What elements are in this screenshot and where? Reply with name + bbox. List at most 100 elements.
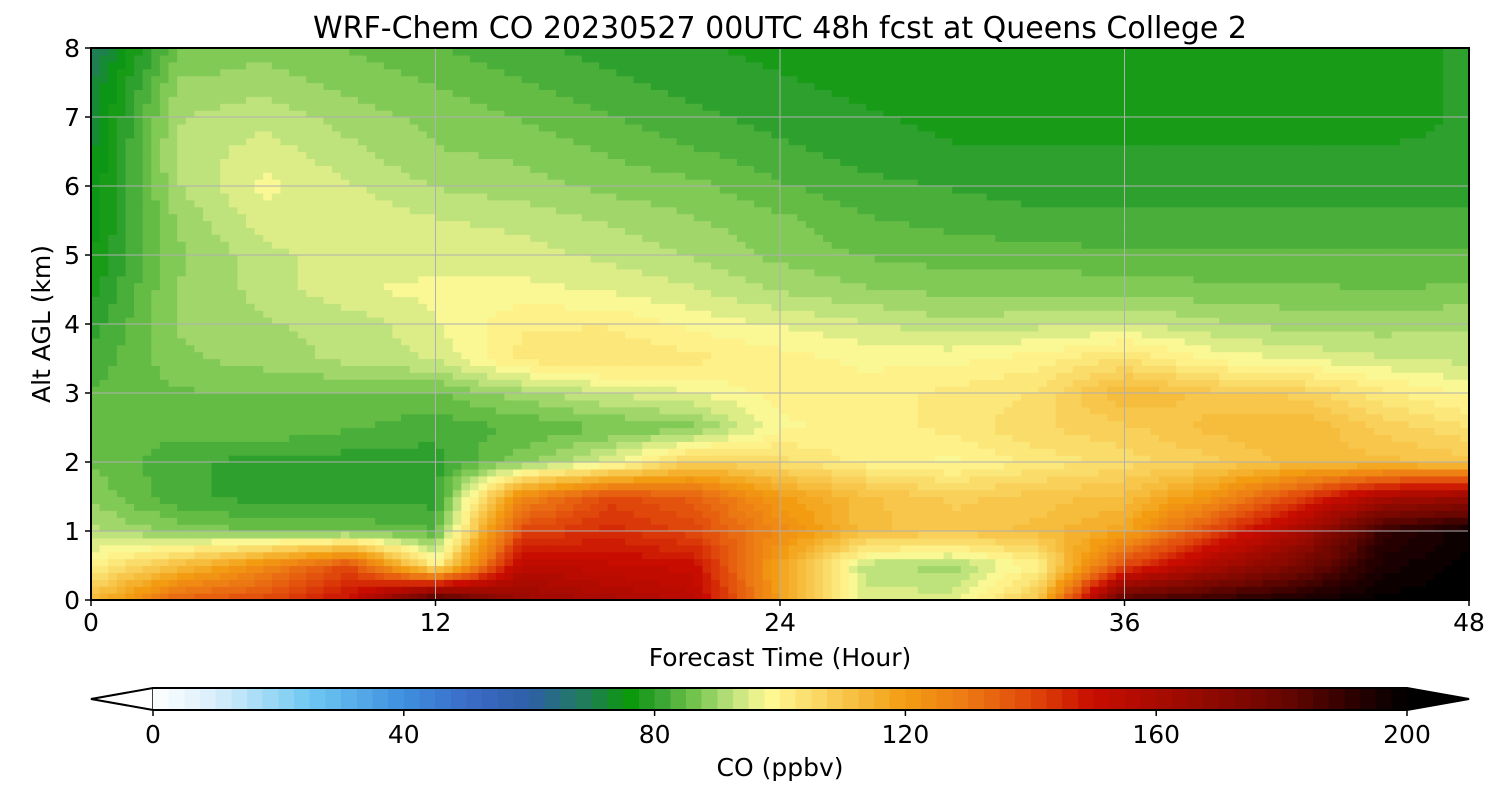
heatmap-cell bbox=[599, 496, 609, 504]
heatmap-cell bbox=[99, 496, 109, 504]
heatmap-cell bbox=[797, 551, 807, 560]
heatmap-cell bbox=[220, 441, 230, 449]
heatmap-cell bbox=[142, 386, 152, 394]
heatmap-cell bbox=[1167, 586, 1177, 594]
heatmap-cell bbox=[1417, 593, 1427, 600]
heatmap-cell bbox=[452, 510, 462, 518]
heatmap-cell bbox=[392, 565, 402, 573]
heatmap-cell bbox=[814, 503, 824, 511]
heatmap-cell bbox=[823, 496, 833, 504]
heatmap-cell bbox=[538, 393, 549, 401]
heatmap-cell bbox=[1081, 496, 1091, 504]
heatmap-cell bbox=[1400, 586, 1410, 594]
heatmap-cell bbox=[538, 510, 549, 518]
heatmap-cell bbox=[1262, 572, 1272, 580]
heatmap-cell bbox=[831, 420, 841, 429]
heatmap-cell bbox=[909, 579, 919, 587]
heatmap-cell bbox=[289, 517, 299, 525]
heatmap-cell bbox=[891, 496, 902, 504]
heatmap-cell bbox=[1003, 593, 1014, 600]
heatmap-cell bbox=[814, 537, 824, 546]
heatmap-cell bbox=[99, 434, 109, 442]
heatmap-cell bbox=[986, 448, 996, 456]
heatmap-cell bbox=[108, 510, 118, 518]
heatmap-cell bbox=[220, 565, 230, 573]
heatmap-cell bbox=[142, 537, 152, 546]
heatmap-cell bbox=[960, 579, 971, 587]
heatmap-cell bbox=[366, 503, 376, 511]
heatmap-cell bbox=[538, 462, 549, 470]
heatmap-cell bbox=[401, 579, 411, 587]
heatmap-cell bbox=[1021, 565, 1031, 573]
heatmap-cell bbox=[383, 586, 394, 594]
heatmap-cell bbox=[1279, 386, 1289, 394]
heatmap-cell bbox=[900, 489, 910, 498]
heatmap-cell bbox=[1236, 593, 1246, 600]
heatmap-cell bbox=[607, 489, 617, 498]
heatmap-cell bbox=[685, 434, 695, 442]
heatmap-cell bbox=[926, 503, 936, 511]
heatmap-cell bbox=[1176, 434, 1186, 442]
heatmap-cell bbox=[676, 551, 686, 560]
heatmap-cell bbox=[969, 475, 979, 484]
heatmap-cell bbox=[814, 586, 824, 594]
heatmap-cell bbox=[1451, 586, 1461, 594]
heatmap-cell bbox=[848, 434, 859, 442]
heatmap-cell bbox=[151, 379, 161, 387]
heatmap-cell bbox=[1046, 558, 1057, 567]
heatmap-cell bbox=[995, 406, 1005, 415]
heatmap-cell bbox=[1253, 386, 1263, 394]
heatmap-cell bbox=[1236, 531, 1246, 539]
heatmap-cell bbox=[297, 593, 307, 600]
heatmap-cell bbox=[780, 524, 790, 532]
heatmap-cell bbox=[332, 517, 342, 525]
heatmap-cell bbox=[357, 551, 368, 560]
heatmap-cell bbox=[780, 531, 790, 539]
heatmap-cell bbox=[650, 420, 661, 429]
heatmap-cell bbox=[797, 537, 807, 546]
heatmap-cell bbox=[194, 496, 204, 504]
heatmap-cell bbox=[332, 586, 342, 594]
heatmap-cell bbox=[883, 434, 893, 442]
heatmap-cell bbox=[659, 496, 669, 504]
heatmap-cell bbox=[840, 572, 850, 580]
heatmap-cell bbox=[1055, 524, 1065, 532]
heatmap-cell bbox=[607, 455, 617, 463]
heatmap-cell bbox=[271, 496, 282, 504]
heatmap-cell bbox=[736, 434, 747, 442]
heatmap-cell bbox=[211, 593, 221, 600]
heatmap-cell bbox=[866, 537, 876, 546]
heatmap-cell bbox=[409, 586, 419, 594]
heatmap-cell bbox=[409, 537, 419, 546]
heatmap-cell bbox=[444, 386, 454, 394]
heatmap-cell bbox=[805, 468, 816, 477]
heatmap-cell bbox=[280, 434, 290, 442]
heatmap-cell bbox=[831, 551, 841, 560]
heatmap-cell bbox=[668, 517, 678, 525]
heatmap-cell bbox=[642, 475, 652, 484]
heatmap-cell bbox=[513, 503, 523, 511]
heatmap-cell bbox=[168, 510, 178, 518]
heatmap-cell bbox=[1184, 434, 1194, 442]
heatmap-cell bbox=[401, 399, 411, 408]
heatmap-cell bbox=[478, 565, 488, 573]
heatmap-cell bbox=[788, 579, 798, 587]
heatmap-cell bbox=[1193, 455, 1203, 463]
heatmap-cell bbox=[1400, 441, 1410, 449]
heatmap-cell bbox=[1029, 524, 1039, 532]
heatmap-cell bbox=[599, 434, 609, 442]
heatmap-cell bbox=[237, 565, 247, 573]
heatmap-cell bbox=[762, 434, 772, 442]
heatmap-cell bbox=[1176, 572, 1186, 580]
heatmap-cell bbox=[142, 551, 152, 560]
heatmap-cell bbox=[668, 579, 678, 587]
heatmap-cell bbox=[1348, 496, 1358, 504]
heatmap-cell bbox=[547, 524, 557, 532]
heatmap-cell bbox=[426, 544, 437, 553]
heatmap-cell bbox=[504, 399, 514, 408]
heatmap-cell bbox=[1055, 531, 1065, 539]
heatmap-cell bbox=[633, 399, 643, 408]
heatmap-cell bbox=[375, 386, 385, 394]
heatmap-cell bbox=[1003, 531, 1014, 539]
heatmap-cell bbox=[495, 572, 505, 580]
